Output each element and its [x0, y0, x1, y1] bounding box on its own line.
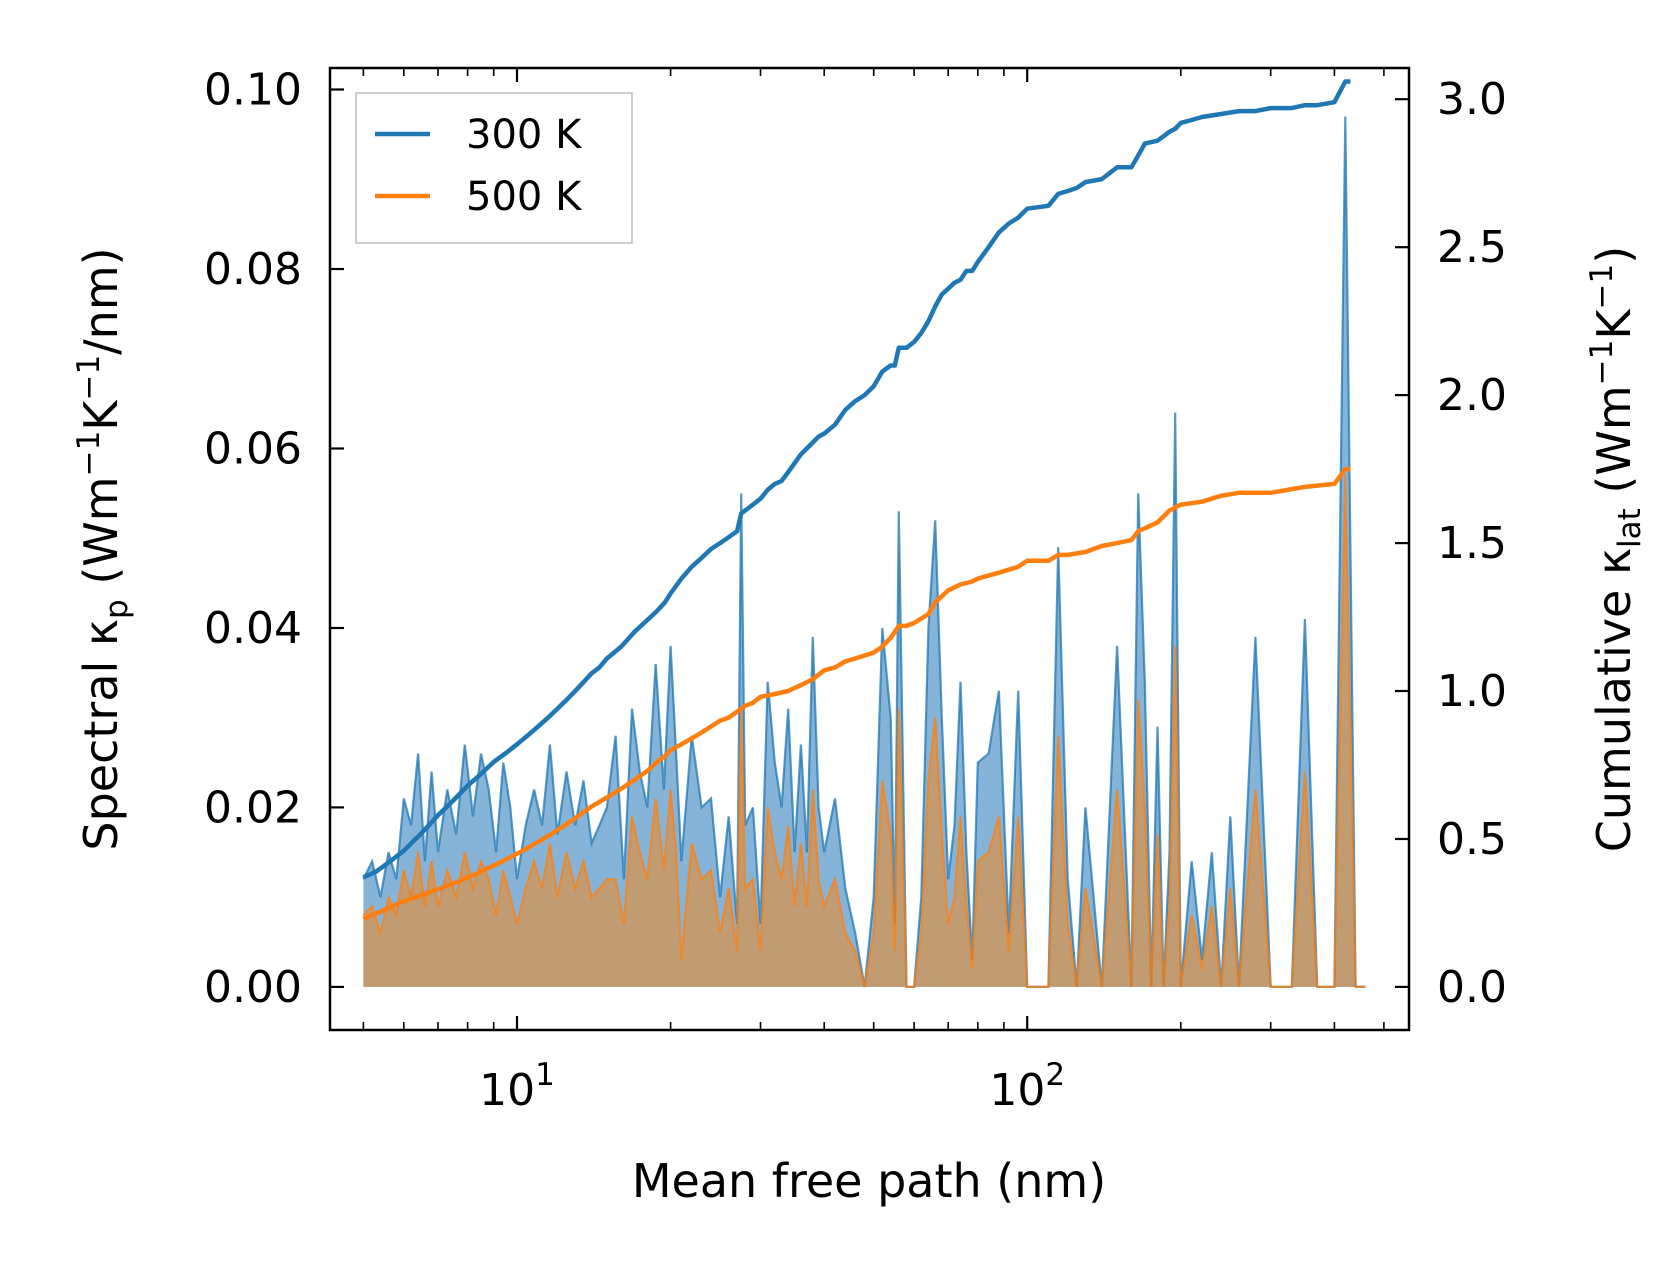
y-right-tick-label: 3.0	[1437, 74, 1507, 125]
spectral-fill-500k	[363, 475, 1366, 987]
y-left-tick-label: 0.06	[204, 424, 302, 475]
legend-box	[355, 92, 633, 244]
y-right-tick-label: 2.5	[1437, 222, 1507, 273]
legend-label-300k: 300 K	[466, 112, 583, 158]
y-right-title-sub: lat	[1612, 508, 1648, 548]
x-axis-title: Mean free path (nm)	[632, 1154, 1106, 1208]
y-right-title-unit-end: )	[1587, 246, 1641, 264]
y-right-tick-label: 0.5	[1437, 814, 1507, 865]
y-left-tick-label: 0.02	[204, 782, 302, 833]
plot-area	[362, 79, 1366, 989]
cumulative-line-500k	[362, 466, 1351, 921]
y-right-title-sup1: −1	[1584, 340, 1620, 386]
y-left-title-main: Spectral κ	[74, 619, 128, 851]
plot-frame	[328, 66, 1411, 1032]
y-left-title-unit-end: /nm)	[74, 247, 128, 354]
x-tick-label-exp: 1	[535, 1057, 555, 1093]
x-tick-label-base: 10	[479, 1065, 535, 1116]
y-left-tick-label: 0.00	[204, 962, 302, 1013]
y-axis-right-title: Cumulative κlat (Wm−1K−1)	[1584, 246, 1648, 852]
y-right-title-unit-mid: K	[1587, 308, 1641, 340]
y-right-tick-label: 1.0	[1437, 666, 1507, 717]
y-left-title-sup2: −1	[71, 355, 107, 401]
y-left-title-unit-mid: K	[74, 399, 128, 431]
x-tick-label: 102	[989, 1057, 1065, 1116]
x-tick-label-base: 10	[989, 1065, 1045, 1116]
y-left-tick-label: 0.04	[204, 603, 302, 654]
y-left-tick-label: 0.08	[204, 244, 302, 295]
y-left-title-sup1: −1	[71, 431, 107, 477]
legend-label-500k: 500 K	[466, 174, 583, 220]
y-right-title-sup2: −1	[1584, 264, 1620, 310]
cumulative-line-300k	[362, 79, 1351, 880]
spectral-line-500k	[362, 475, 1366, 989]
y-right-tick-label: 2.0	[1437, 370, 1507, 421]
axis-ticks	[330, 68, 1409, 1030]
y-right-tick-label: 0.0	[1437, 962, 1507, 1013]
y-axis-left-title: Spectral κp (Wm−1K−1/nm)	[71, 247, 135, 850]
tick-labels: 101 1020.000.020.040.060.080.100.00.51.01…	[204, 65, 1507, 1117]
x-tick-label: 101	[479, 1057, 555, 1116]
y-left-title-sub: p	[99, 599, 135, 619]
y-right-title-main: Cumulative κ	[1587, 548, 1641, 852]
y-left-title-unit-start: (Wm	[74, 476, 128, 599]
y-left-tick-label: 0.10	[204, 65, 302, 116]
x-tick-label-exp: 2	[1045, 1057, 1065, 1093]
y-right-title-unit-start: (Wm	[1587, 385, 1641, 508]
y-right-tick-label: 1.5	[1437, 518, 1507, 569]
legend: 300 K 500 K	[355, 92, 633, 244]
spectral-fill-300k	[363, 116, 1366, 987]
